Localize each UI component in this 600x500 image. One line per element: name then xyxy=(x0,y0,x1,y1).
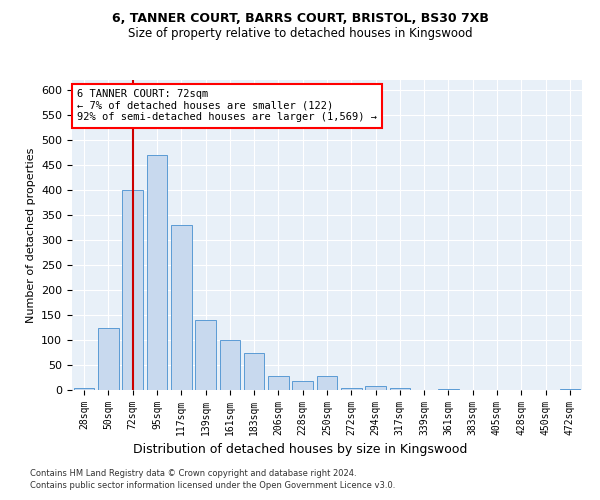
Bar xyxy=(268,376,289,390)
Bar xyxy=(292,381,313,390)
Bar xyxy=(122,190,143,390)
Bar xyxy=(171,225,191,390)
Text: Contains HM Land Registry data © Crown copyright and database right 2024.: Contains HM Land Registry data © Crown c… xyxy=(30,468,356,477)
Bar xyxy=(98,328,119,390)
Bar xyxy=(244,352,265,390)
Text: 6 TANNER COURT: 72sqm
← 7% of detached houses are smaller (122)
92% of semi-deta: 6 TANNER COURT: 72sqm ← 7% of detached h… xyxy=(77,90,377,122)
Bar xyxy=(341,388,362,390)
Bar xyxy=(195,320,216,390)
Text: Distribution of detached houses by size in Kingswood: Distribution of detached houses by size … xyxy=(133,442,467,456)
Text: 6, TANNER COURT, BARRS COURT, BRISTOL, BS30 7XB: 6, TANNER COURT, BARRS COURT, BRISTOL, B… xyxy=(112,12,488,26)
Y-axis label: Number of detached properties: Number of detached properties xyxy=(26,148,35,322)
Bar xyxy=(560,389,580,390)
Bar xyxy=(365,386,386,390)
Bar xyxy=(438,389,459,390)
Text: Size of property relative to detached houses in Kingswood: Size of property relative to detached ho… xyxy=(128,28,472,40)
Text: Contains public sector information licensed under the Open Government Licence v3: Contains public sector information licen… xyxy=(30,481,395,490)
Bar xyxy=(74,388,94,390)
Bar xyxy=(220,340,240,390)
Bar xyxy=(317,376,337,390)
Bar xyxy=(146,155,167,390)
Bar xyxy=(389,388,410,390)
